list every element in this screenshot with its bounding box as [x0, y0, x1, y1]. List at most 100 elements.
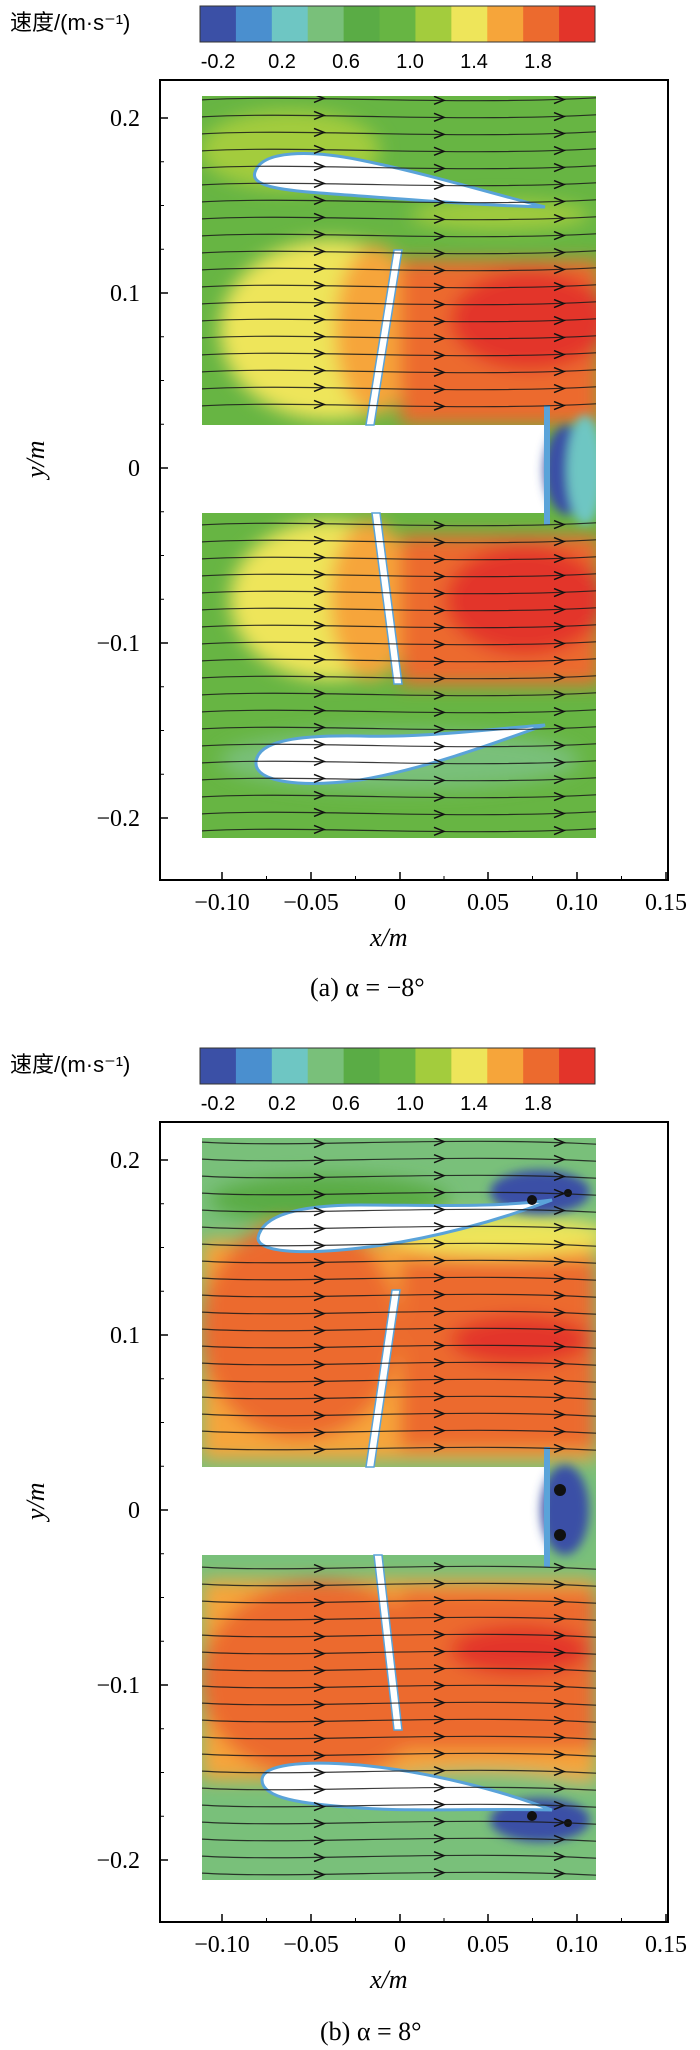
colorbar-labels-a: -0.2 0.2 0.6 1.0 1.4 1.8 [201, 51, 552, 73]
streamline-arrow [553, 1341, 567, 1352]
streamline [202, 199, 596, 204]
streamline-arrow [553, 298, 567, 309]
streamline-arrow [553, 1698, 567, 1709]
streamline [202, 777, 596, 782]
streamline [202, 165, 596, 170]
streamline [202, 386, 596, 391]
streamline [202, 658, 596, 663]
streamline-arrow [433, 1340, 447, 1351]
contour-field-a [202, 96, 596, 838]
streamline [202, 1140, 596, 1145]
x-ticks-b: −0.10 −0.05 0 0.05 0.10 0.15 [194, 1914, 687, 1958]
streamline-arrow [433, 588, 447, 599]
y-axis-label-b: y/m [21, 1482, 50, 1523]
streamline [202, 233, 596, 238]
streamline-arrow [313, 586, 327, 597]
streamline-arrow [433, 520, 447, 531]
streamline-arrow [433, 1748, 447, 1759]
streamline [202, 114, 596, 119]
x-tick-label: 0.10 [556, 1932, 598, 1958]
streamline-arrow [553, 740, 567, 751]
streamline-arrow [313, 127, 327, 138]
streamline-arrow [313, 688, 327, 699]
streamline-arrow [433, 673, 447, 684]
streamline [202, 148, 596, 153]
colorbar-swatch [451, 6, 488, 42]
streamline-arrow [313, 263, 327, 274]
colorbar-swatch [487, 6, 524, 42]
streamline [202, 1157, 596, 1162]
streamline-arrow [553, 808, 567, 819]
streamline-arrow [553, 1851, 567, 1862]
plot-frame-a [159, 79, 669, 881]
streamline-arrow [433, 112, 447, 123]
y-tick-label: 0.1 [110, 1323, 140, 1349]
streamline-arrow [433, 316, 447, 327]
streamline [202, 250, 596, 255]
streamline-arrow [313, 1835, 327, 1846]
streamline [202, 641, 596, 646]
colorbar-a: 速度/(m·s⁻¹) -0.2 0.2 0.6 1.0 1.4 1.8 [10, 5, 596, 73]
streamline [202, 301, 596, 306]
streamline-arrow [553, 1817, 567, 1828]
streamline-arrow [553, 179, 567, 190]
x-tick-label: 0.05 [467, 1932, 509, 1958]
colorbar-swatch [523, 6, 560, 42]
streamline-arrow [553, 230, 567, 241]
streamline [202, 1242, 596, 1247]
streamline-arrow [313, 212, 327, 223]
streamline-arrow [553, 1647, 567, 1658]
streamline-arrow [553, 570, 567, 581]
colorbar-swatch [379, 1048, 416, 1084]
streamline-arrow [553, 621, 567, 632]
streamline-arrow [313, 824, 327, 835]
streamline-arrow [313, 314, 327, 325]
x-tick-label: 0 [394, 890, 406, 916]
streamline [202, 284, 596, 289]
streamline-arrow [313, 1291, 327, 1302]
colorbar-title-a: 速度/(m·s⁻¹) [10, 10, 130, 35]
colorbar-swatch [200, 1048, 237, 1084]
streamline-arrow [313, 1648, 327, 1659]
streamline-arrow [313, 1682, 327, 1693]
streamline-arrow [313, 1342, 327, 1353]
streamline-arrow [433, 554, 447, 565]
streamline-arrow [313, 399, 327, 410]
streamline [202, 1293, 596, 1298]
colorbar-swatch [307, 6, 345, 42]
streamline-arrow [553, 1443, 567, 1454]
subplot-b: 速度/(m·s⁻¹) -0.2 0.2 0.6 1.0 1.4 1.8 [10, 1047, 687, 2046]
streamline-arrow [433, 656, 447, 667]
streamline [202, 1616, 596, 1621]
streamline [202, 97, 596, 102]
streamline-arrow [433, 1204, 447, 1215]
y-tick-label: 0.1 [110, 281, 140, 307]
streamline-arrow [553, 349, 567, 360]
streamline [202, 1667, 596, 1672]
streamline-arrow [313, 603, 327, 614]
streamline-arrow [433, 639, 447, 650]
colorbar-swatches-a [199, 5, 596, 43]
streamline-arrow [313, 110, 327, 121]
streamline [202, 1718, 596, 1723]
streamline-arrow [313, 790, 327, 801]
streamline [202, 352, 596, 357]
streamline [202, 216, 596, 221]
streamline-arrow [553, 757, 567, 768]
streamline [202, 1854, 596, 1859]
streamline-arrow [313, 1614, 327, 1625]
streamline-arrow [433, 1255, 447, 1266]
streamline-arrow [553, 332, 567, 343]
streamline-arrow [313, 1172, 327, 1183]
streamline [202, 709, 596, 714]
x-ticks-a: −0.10 −0.05 0 0.05 0.10 0.15 [194, 872, 687, 916]
colorbar-tick-label: 1.0 [396, 51, 424, 73]
streamline [202, 1735, 596, 1740]
colorbar-swatch [487, 1048, 524, 1084]
streamline-arrow [433, 1442, 447, 1453]
streamline-arrow [433, 163, 447, 174]
streamline-arrow [553, 655, 567, 666]
streamline-arrow [313, 246, 327, 257]
streamline-arrow [313, 552, 327, 563]
streamline [202, 1191, 596, 1196]
